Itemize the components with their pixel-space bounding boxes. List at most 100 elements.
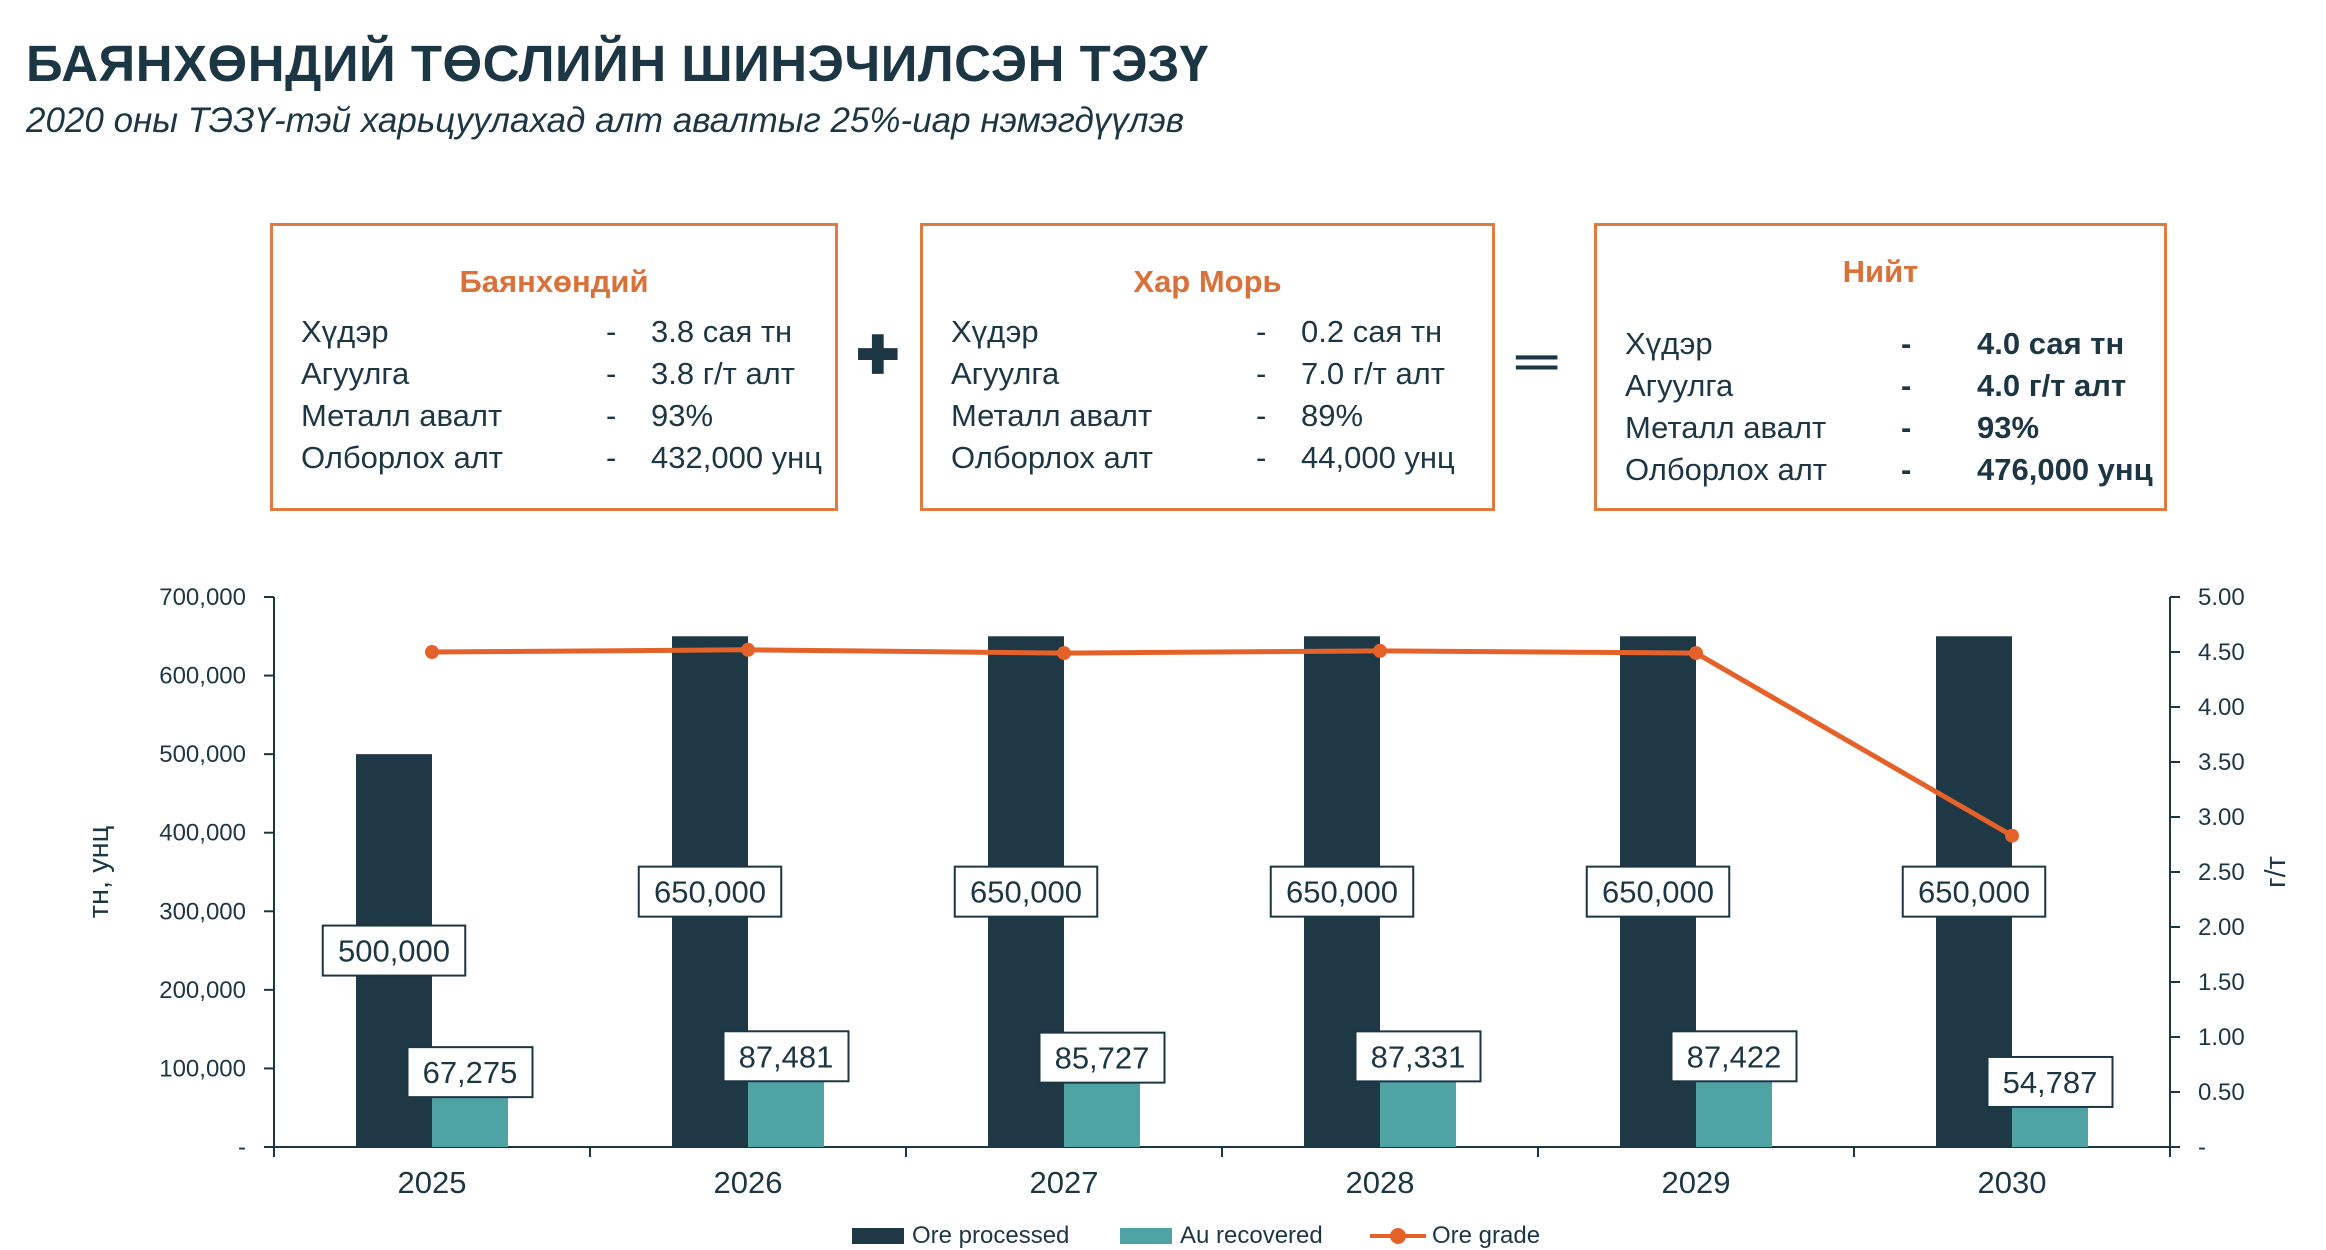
- data-label-au-recovered-box: [1670, 1030, 1798, 1083]
- summary-box-khar-mori: Хар Морь Хүдэр - 0.2 сая тн Агуулга - 7.…: [920, 223, 1495, 511]
- row-dash: -: [1256, 314, 1267, 349]
- data-label-au-recovered-box: [1038, 1031, 1166, 1084]
- data-label-ore-processed: 650,000: [970, 875, 1082, 910]
- row-value: 44,000 унц: [1301, 440, 1455, 475]
- legend-swatch-ore-processed: [852, 1228, 904, 1244]
- data-label-ore-processed: 650,000: [1602, 875, 1714, 910]
- point-ore-grade: [741, 642, 755, 657]
- data-label-au-recovered: 85,727: [1055, 1041, 1150, 1076]
- y-tick-label-right: 4.00: [2198, 694, 2245, 721]
- y-tick-label-right: 4.50: [2198, 639, 2245, 666]
- point-ore-grade: [2005, 828, 2019, 843]
- point-ore-grade: [1373, 643, 1387, 658]
- row-dash: -: [606, 356, 617, 391]
- x-tick-label: 2030: [1978, 1165, 2047, 1200]
- row-label: Агуулга: [1625, 368, 1734, 403]
- data-label-ore-processed-box: [953, 865, 1099, 918]
- row-label: Хүдэр: [301, 314, 389, 349]
- y-tick-label-right: 1.50: [2198, 969, 2245, 996]
- row-value: 3.8 сая тн: [651, 314, 793, 349]
- row-dash: -: [1901, 326, 1912, 361]
- row-label: Агуулга: [301, 356, 410, 391]
- x-tick-label: 2029: [1662, 1165, 1731, 1200]
- y-tick-label-right: 2.50: [2198, 859, 2245, 886]
- row-value: 4.0 сая тн: [1977, 326, 2125, 361]
- y-axis-title-left: тн, унц: [83, 826, 115, 919]
- data-label-ore-processed-box: [637, 865, 783, 918]
- y-tick-label-left: 600,000: [159, 663, 246, 690]
- x-tick-label: 2027: [1030, 1165, 1099, 1200]
- y-tick-label-right: 0.50: [2198, 1079, 2245, 1106]
- row-label: Металл авалт: [301, 398, 503, 433]
- legend-label: Au recovered: [1180, 1222, 1323, 1249]
- point-ore-grade: [1057, 646, 1071, 661]
- row-dash: -: [606, 440, 617, 475]
- row-value: 93%: [651, 398, 714, 433]
- y-tick-label-right: 2.00: [2198, 914, 2245, 941]
- x-tick-label: 2025: [398, 1165, 467, 1200]
- data-label-au-recovered-box: [1354, 1030, 1482, 1083]
- y-tick-label-left: 100,000: [159, 1055, 246, 1082]
- y-tick-label-right: 3.50: [2198, 749, 2245, 776]
- bar-au-recovered: [1696, 1078, 1772, 1147]
- legend-marker-ore-grade: [1390, 1228, 1406, 1244]
- bar-au-recovered: [2012, 1103, 2088, 1147]
- bar-au-recovered: [1064, 1079, 1140, 1147]
- data-label-au-recovered: 87,422: [1687, 1039, 1782, 1074]
- y-tick-label-left: 700,000: [159, 584, 246, 611]
- y-tick-label-left: 500,000: [159, 741, 246, 768]
- row-dash: -: [606, 314, 617, 349]
- page-title: БАЯНХӨНДИЙ ТӨСЛИЙН ШИНЭЧИЛСЭН ТЭЗҮ: [26, 35, 1209, 92]
- data-label-au-recovered: 87,331: [1371, 1039, 1466, 1074]
- y-tick-label-left: 200,000: [159, 977, 246, 1004]
- row-dash: -: [1256, 440, 1267, 475]
- data-label-ore-processed-box: [1585, 865, 1731, 918]
- row-label: Хүдэр: [1625, 326, 1713, 361]
- data-label-ore-processed: 500,000: [338, 934, 450, 969]
- data-label-au-recovered-box: [722, 1030, 850, 1083]
- row-dash: -: [1901, 368, 1912, 403]
- row-value: 0.2 сая тн: [1301, 314, 1443, 349]
- row-label: Хүдэр: [951, 314, 1039, 349]
- x-tick-label: 2026: [714, 1165, 783, 1200]
- data-label-au-recovered: 67,275: [423, 1055, 518, 1090]
- row-dash: -: [1901, 410, 1912, 445]
- box-title: Хар Морь: [1133, 264, 1282, 299]
- y-tick-label-left: -: [238, 1134, 246, 1161]
- row-value: 93%: [1977, 410, 2040, 445]
- row-value: 4.0 г/т алт: [1977, 368, 2127, 403]
- summary-box-bayankhundii: Баянхөндий Хүдэр - 3.8 сая тн Агуулга - …: [270, 223, 838, 511]
- y-axis-title-right: г/т: [2260, 856, 2292, 888]
- data-label-au-recovered-box: [1986, 1055, 2114, 1108]
- row-value: 89%: [1301, 398, 1364, 433]
- y-tick-label-left: 300,000: [159, 898, 246, 925]
- box-title: Баянхөндий: [459, 264, 649, 299]
- bar-au-recovered: [748, 1078, 824, 1147]
- row-label: Агуулга: [951, 356, 1060, 391]
- y-tick-label-right: 5.00: [2198, 584, 2245, 611]
- data-label-ore-processed-box: [321, 924, 467, 977]
- point-ore-grade: [425, 645, 439, 659]
- data-label-ore-processed-box: [1901, 865, 2047, 918]
- y-tick-label-right: -: [2198, 1134, 2206, 1161]
- row-label: Металл авалт: [951, 398, 1153, 433]
- data-label-au-recovered-box: [406, 1046, 534, 1099]
- data-label-ore-processed-box: [1269, 865, 1415, 918]
- production-chart: - 100,000 200,000 300,000 400,000 500,000 600,…: [83, 584, 2292, 1200]
- data-label-ore-processed: 650,000: [1286, 875, 1398, 910]
- box-title: Нийт: [1842, 254, 1919, 289]
- row-label: Олборлох алт: [951, 440, 1153, 475]
- plus-icon: ✚: [856, 327, 900, 385]
- bar-au-recovered: [1380, 1078, 1456, 1147]
- legend-swatch-au-recovered: [1120, 1228, 1172, 1244]
- legend-label: Ore grade: [1432, 1222, 1541, 1249]
- bar-au-recovered: [432, 1094, 508, 1147]
- x-tick-label: 2028: [1346, 1165, 1415, 1200]
- y-tick-label-right: 1.00: [2198, 1024, 2245, 1051]
- data-label-ore-processed: 650,000: [654, 875, 766, 910]
- row-dash: -: [1256, 356, 1267, 391]
- row-label: Олборлох алт: [1625, 452, 1827, 487]
- row-dash: -: [1256, 398, 1267, 433]
- row-dash: -: [606, 398, 617, 433]
- data-label-au-recovered: 87,481: [739, 1039, 834, 1074]
